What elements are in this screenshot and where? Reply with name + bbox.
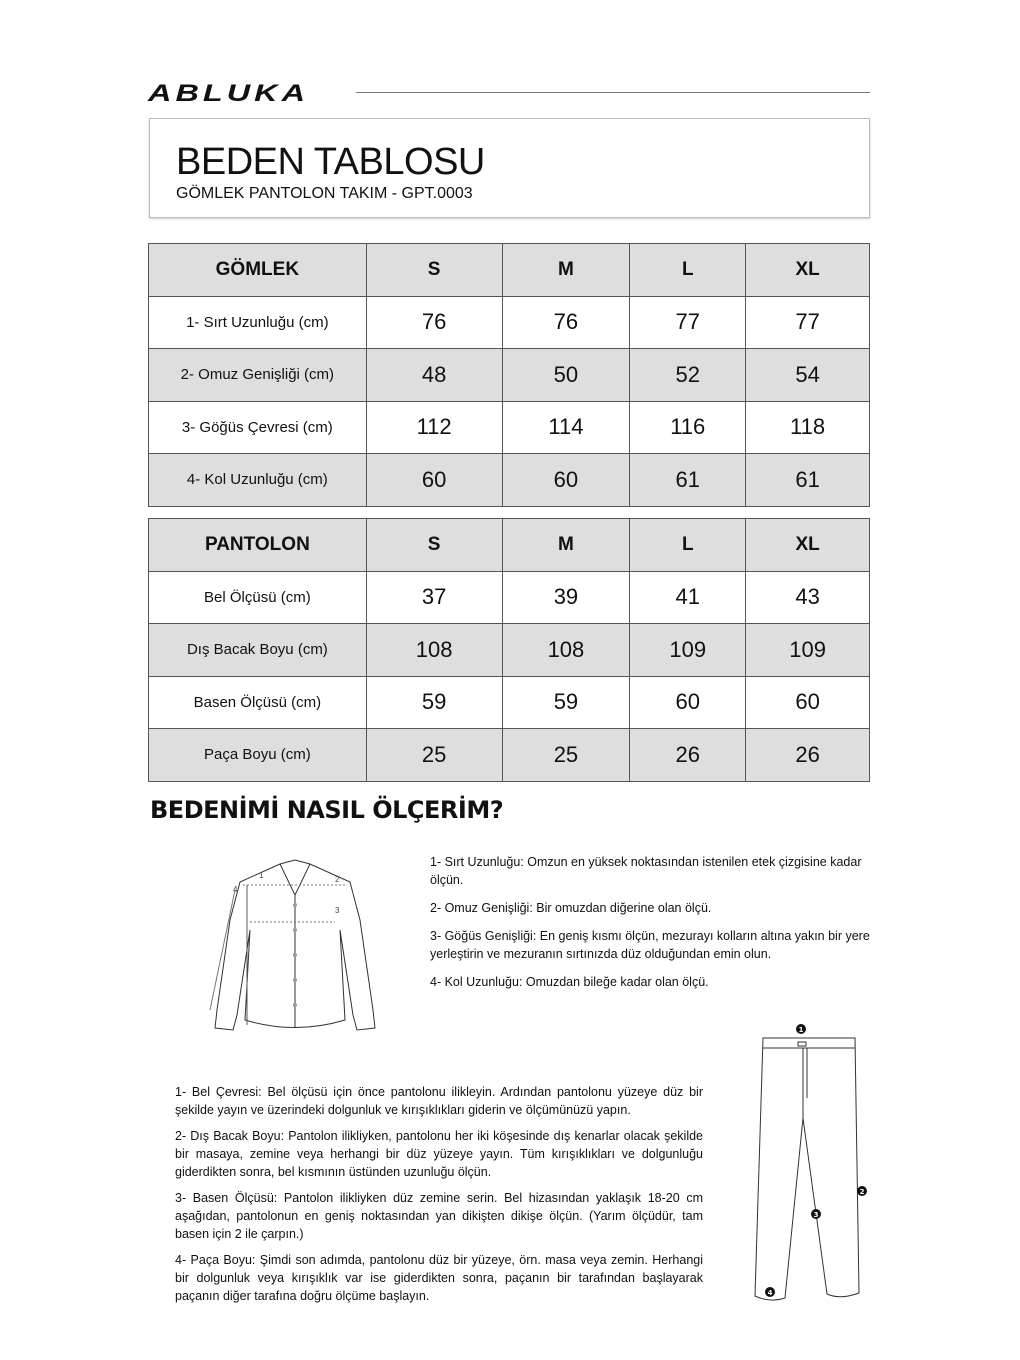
cell: 109 [629,623,747,677]
shirt-diagram: 1 2 3 4 [209,859,376,1031]
cell: 50 [501,348,631,402]
row-label: 1- Sırt Uzunluğu (cm) [148,295,367,349]
shirt-label-1: 1 [259,871,264,880]
cell: 59 [501,675,631,729]
cell: 25 [365,728,503,782]
header-cell: XL [745,243,870,297]
pants-label-4: 4 [768,1289,773,1297]
cell: 60 [365,453,503,507]
cell: 108 [501,623,631,677]
instruction: 1- Bel Çevresi: Bel ölçüsü için önce pan… [175,1085,703,1117]
cell: 77 [629,295,747,349]
row-label: Paça Boyu (cm) [148,728,367,782]
cell: 43 [745,570,870,624]
row-label: 2- Omuz Genişliği (cm) [148,348,367,402]
header-cell: S [365,518,503,572]
page-title: BEDEN TABLOSU [176,141,485,183]
header-cell: M [501,243,631,297]
cell: 41 [629,570,747,624]
shirt-size-table: GÖMLEK S M L XL 1- Sırt Uzunluğu (cm) 76 7… [148,243,870,507]
instruction: 3- Basen Ölçüsü: Pantolon ilikliyken düz… [175,1191,703,1241]
cell: 54 [745,348,870,402]
pants-label-2: 2 [860,1188,865,1196]
table-row: 4- Kol Uzunluğu (cm) 60 60 61 61 [148,453,870,507]
cell: 116 [629,400,747,454]
instruction: 4- Kol Uzunluğu: Omuzdan bileğe kadar ol… [430,975,709,989]
instruction: 1- Sırt Uzunluğu: Omzun en yüksek noktas… [430,855,862,887]
cell: 25 [501,728,631,782]
row-label: 3- Göğüs Çevresi (cm) [148,400,367,454]
cell: 59 [365,675,503,729]
cell: 118 [745,400,870,454]
table-row: Dış Bacak Boyu (cm) 108 108 109 109 [148,623,870,677]
cell: 112 [365,400,503,454]
instruction: 3- Göğüs Genişliği: En geniş kısmı ölçün… [430,929,870,961]
cell: 37 [365,570,503,624]
cell: 76 [501,295,631,349]
table-row: Bel Ölçüsü (cm) 37 39 41 43 [148,570,870,624]
header-cell: L [629,243,747,297]
cell: 52 [629,348,747,402]
row-label: Dış Bacak Boyu (cm) [148,623,367,677]
header-cell: GÖMLEK [148,243,367,297]
header-cell: XL [745,518,870,572]
table-row: Basen Ölçüsü (cm) 59 59 60 60 [148,675,870,729]
instruction: 2- Dış Bacak Boyu: Pantolon ilikliyken, … [175,1129,703,1179]
table-row: 1- Sırt Uzunluğu (cm) 76 76 77 77 [148,295,870,349]
shirt-label-4: 4 [233,885,238,894]
section-title: BEDENİMİ NASIL ÖLÇERİM? [150,796,504,824]
cell: 26 [745,728,870,782]
cell: 109 [745,623,870,677]
instruction: 2- Omuz Genişliği: Bir omuzdan diğerine … [430,901,712,915]
table-row: 2- Omuz Genişliği (cm) 48 50 52 54 [148,348,870,402]
pants-size-table: PANTOLON S M L XL Bel Ölçüsü (cm) 37 39 41 4… [148,518,870,782]
header-cell: L [629,518,747,572]
cell: 26 [629,728,747,782]
cell: 39 [501,570,631,624]
cell: 60 [745,675,870,729]
shirt-instructions: 1- Sırt Uzunluğu: Omzun en yüksek noktas… [430,853,875,1001]
header-cell: S [365,243,503,297]
cell: 77 [745,295,870,349]
cell: 61 [745,453,870,507]
cell: 60 [501,453,631,507]
brand-logo: ABLUKA [148,80,310,107]
cell: 60 [629,675,747,729]
pants-label-1: 1 [799,1026,804,1034]
row-label: Basen Ölçüsü (cm) [148,675,367,729]
pants-label-3: 3 [814,1211,819,1219]
instruction: 4- Paça Boyu: Şimdi son adımda, pantolon… [175,1253,703,1303]
page-subtitle: GÖMLEK PANTOLON TAKIM - GPT.0003 [176,185,473,202]
shirt-label-3: 3 [335,906,340,915]
table-header-row: PANTOLON S M L XL [148,518,870,572]
pants-diagram: 1 2 3 4 [754,1024,867,1301]
cell: 108 [365,623,503,677]
row-label: 4- Kol Uzunluğu (cm) [148,453,367,507]
title-box: BEDEN TABLOSU GÖMLEK PANTOLON TAKIM - GP… [149,118,870,218]
pants-instructions: 1- Bel Çevresi: Bel ölçüsü için önce pan… [175,1083,703,1313]
table-row: 3- Göğüs Çevresi (cm) 112 114 116 118 [148,400,870,454]
header-cell: M [501,518,631,572]
table-header-row: GÖMLEK S M L XL [148,243,870,297]
header-cell: PANTOLON [148,518,367,572]
shirt-label-2: 2 [335,875,340,884]
cell: 48 [365,348,503,402]
row-label: Bel Ölçüsü (cm) [148,570,367,624]
table-row: Paça Boyu (cm) 25 25 26 26 [148,728,870,782]
divider [356,92,870,93]
cell: 76 [365,295,503,349]
cell: 61 [629,453,747,507]
cell: 114 [501,400,631,454]
